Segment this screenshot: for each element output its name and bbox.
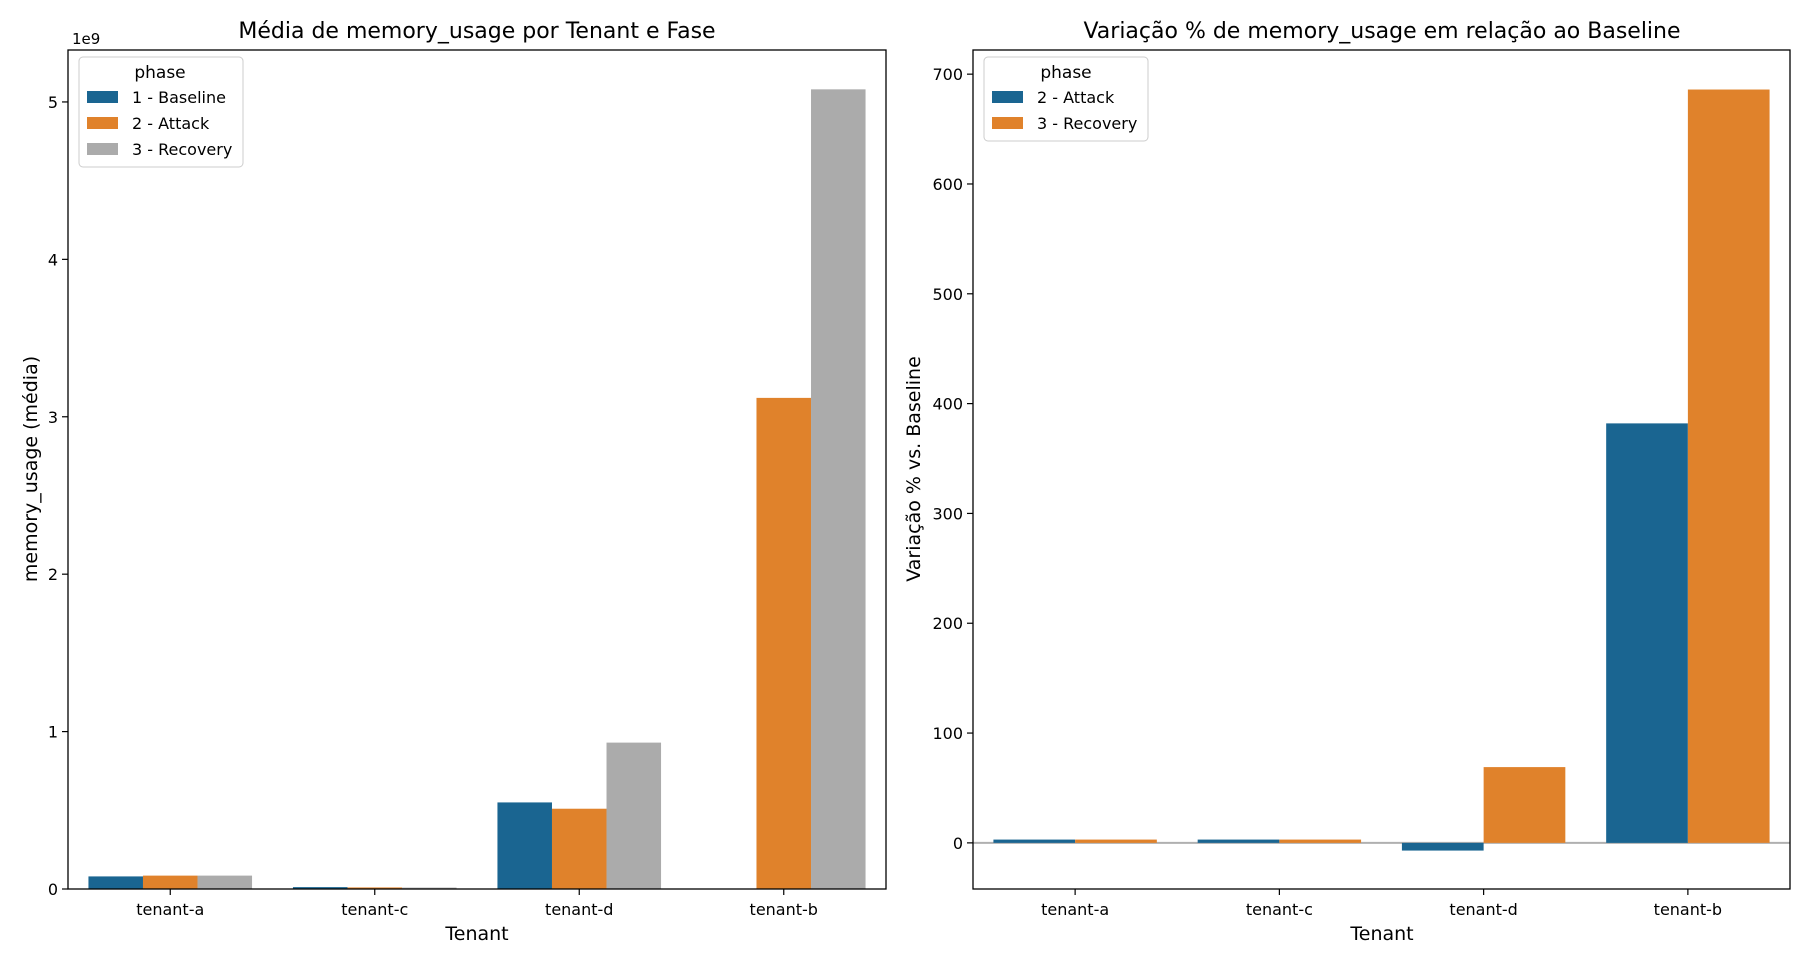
x-tick-label: tenant-d bbox=[1449, 900, 1517, 919]
axes: 0 1 2 3 4 5 tenant-a tenant-c tenant-d tenant-b bbox=[48, 49, 887, 919]
y-tick-label: 200 bbox=[932, 614, 963, 633]
y-tick-label: 5 bbox=[48, 93, 58, 112]
x-tick-label: tenant-a bbox=[136, 900, 204, 919]
bar-1-baseline-tenant-c bbox=[292, 887, 348, 889]
legend-entry-label: 2 - Attack bbox=[132, 114, 210, 133]
y-tick-label: 2 bbox=[48, 565, 58, 584]
legend-title: phase bbox=[134, 63, 185, 83]
x-tick-label: tenant-c bbox=[1246, 900, 1313, 919]
y-tick-label: 3 bbox=[48, 408, 58, 427]
bar-2-attack-tenant-b bbox=[1606, 423, 1688, 843]
bar-2-attack-tenant-c bbox=[1197, 839, 1280, 843]
legend-swatch bbox=[992, 91, 1023, 103]
chart-title: Variação % de memory_usage em relação ao… bbox=[1083, 19, 1680, 44]
legend-entry-label: 3 - Recovery bbox=[132, 140, 232, 159]
bar-2-attack-tenant-c bbox=[347, 887, 403, 889]
bar-3-recovery-tenant-b bbox=[1687, 89, 1770, 843]
bar-2-attack-tenant-d bbox=[551, 808, 607, 889]
bar-2-attack-tenant-a bbox=[142, 875, 198, 889]
y-tick-label: 0 bbox=[48, 880, 58, 899]
legend-entry-label: 2 - Attack bbox=[1037, 88, 1115, 107]
y-offset-label: 1e9 bbox=[72, 30, 100, 48]
y-tick-label: 500 bbox=[932, 285, 963, 304]
x-axis-label: Tenant bbox=[444, 923, 508, 945]
y-tick-label: 700 bbox=[932, 65, 963, 84]
bar-1-baseline-tenant-d bbox=[497, 802, 552, 889]
bar-3-recovery-tenant-d bbox=[606, 742, 662, 889]
plot-frame bbox=[972, 49, 1791, 890]
legend-box bbox=[983, 56, 1149, 142]
y-tick-label: 600 bbox=[932, 175, 963, 194]
bar-3-recovery-tenant-a bbox=[1075, 839, 1157, 843]
legend-entry-label: 1 - Baseline bbox=[132, 88, 226, 107]
bar-3-recovery-tenant-c bbox=[402, 887, 457, 889]
y-tick-label: 400 bbox=[932, 395, 963, 414]
y-tick-label: 0 bbox=[953, 834, 963, 853]
chart-memory-usage-variation: Variação % de memory_usage em relação ao… bbox=[903, 19, 1791, 945]
legend-swatch bbox=[87, 117, 118, 129]
x-tick-label: tenant-a bbox=[1041, 900, 1109, 919]
legend-swatch bbox=[87, 91, 118, 103]
legend-entry-label: 3 - Recovery bbox=[1037, 114, 1137, 133]
x-tick-label: tenant-b bbox=[750, 900, 818, 919]
chart-memory-usage-mean: Média de memory_usage por Tenant e Fase … bbox=[20, 19, 887, 945]
y-axis-label: memory_usage (média) bbox=[20, 356, 42, 582]
y-tick-label: 1 bbox=[48, 723, 58, 742]
bar-1-baseline-tenant-a bbox=[88, 876, 143, 889]
bars bbox=[88, 89, 866, 890]
bar-2-attack-tenant-d bbox=[1401, 842, 1484, 851]
bar-2-attack-tenant-b bbox=[756, 397, 812, 889]
bar-3-recovery-tenant-c bbox=[1279, 839, 1362, 843]
bar-3-recovery-tenant-a bbox=[197, 875, 253, 889]
x-tick-label: tenant-b bbox=[1654, 900, 1722, 919]
bars bbox=[993, 89, 1770, 851]
y-tick-label: 300 bbox=[932, 504, 963, 523]
legend: phase 2 - Attack 3 - Recovery bbox=[983, 56, 1149, 142]
plot-frame bbox=[67, 49, 887, 890]
chart-title: Média de memory_usage por Tenant e Fase bbox=[238, 19, 715, 44]
legend-box bbox=[78, 56, 244, 168]
legend: phase 1 - Baseline 2 - Attack 3 - Recovery bbox=[78, 56, 244, 168]
bar-3-recovery-tenant-b bbox=[811, 89, 866, 890]
y-tick-label: 100 bbox=[932, 724, 963, 743]
bar-3-recovery-tenant-d bbox=[1483, 767, 1566, 843]
y-tick-label: 4 bbox=[48, 250, 58, 269]
bar-2-attack-tenant-a bbox=[993, 839, 1076, 843]
x-axis-label: Tenant bbox=[1349, 923, 1413, 945]
legend-swatch bbox=[992, 117, 1023, 129]
legend-swatch bbox=[87, 143, 118, 155]
x-tick-label: tenant-c bbox=[341, 900, 408, 919]
x-tick-label: tenant-d bbox=[545, 900, 613, 919]
axes: 0 100 200 300 400 500 600 700 tenant-a tenant-c te… bbox=[932, 49, 1791, 919]
legend-title: phase bbox=[1040, 63, 1091, 83]
y-axis-label: Variação % vs. Baseline bbox=[903, 356, 925, 582]
